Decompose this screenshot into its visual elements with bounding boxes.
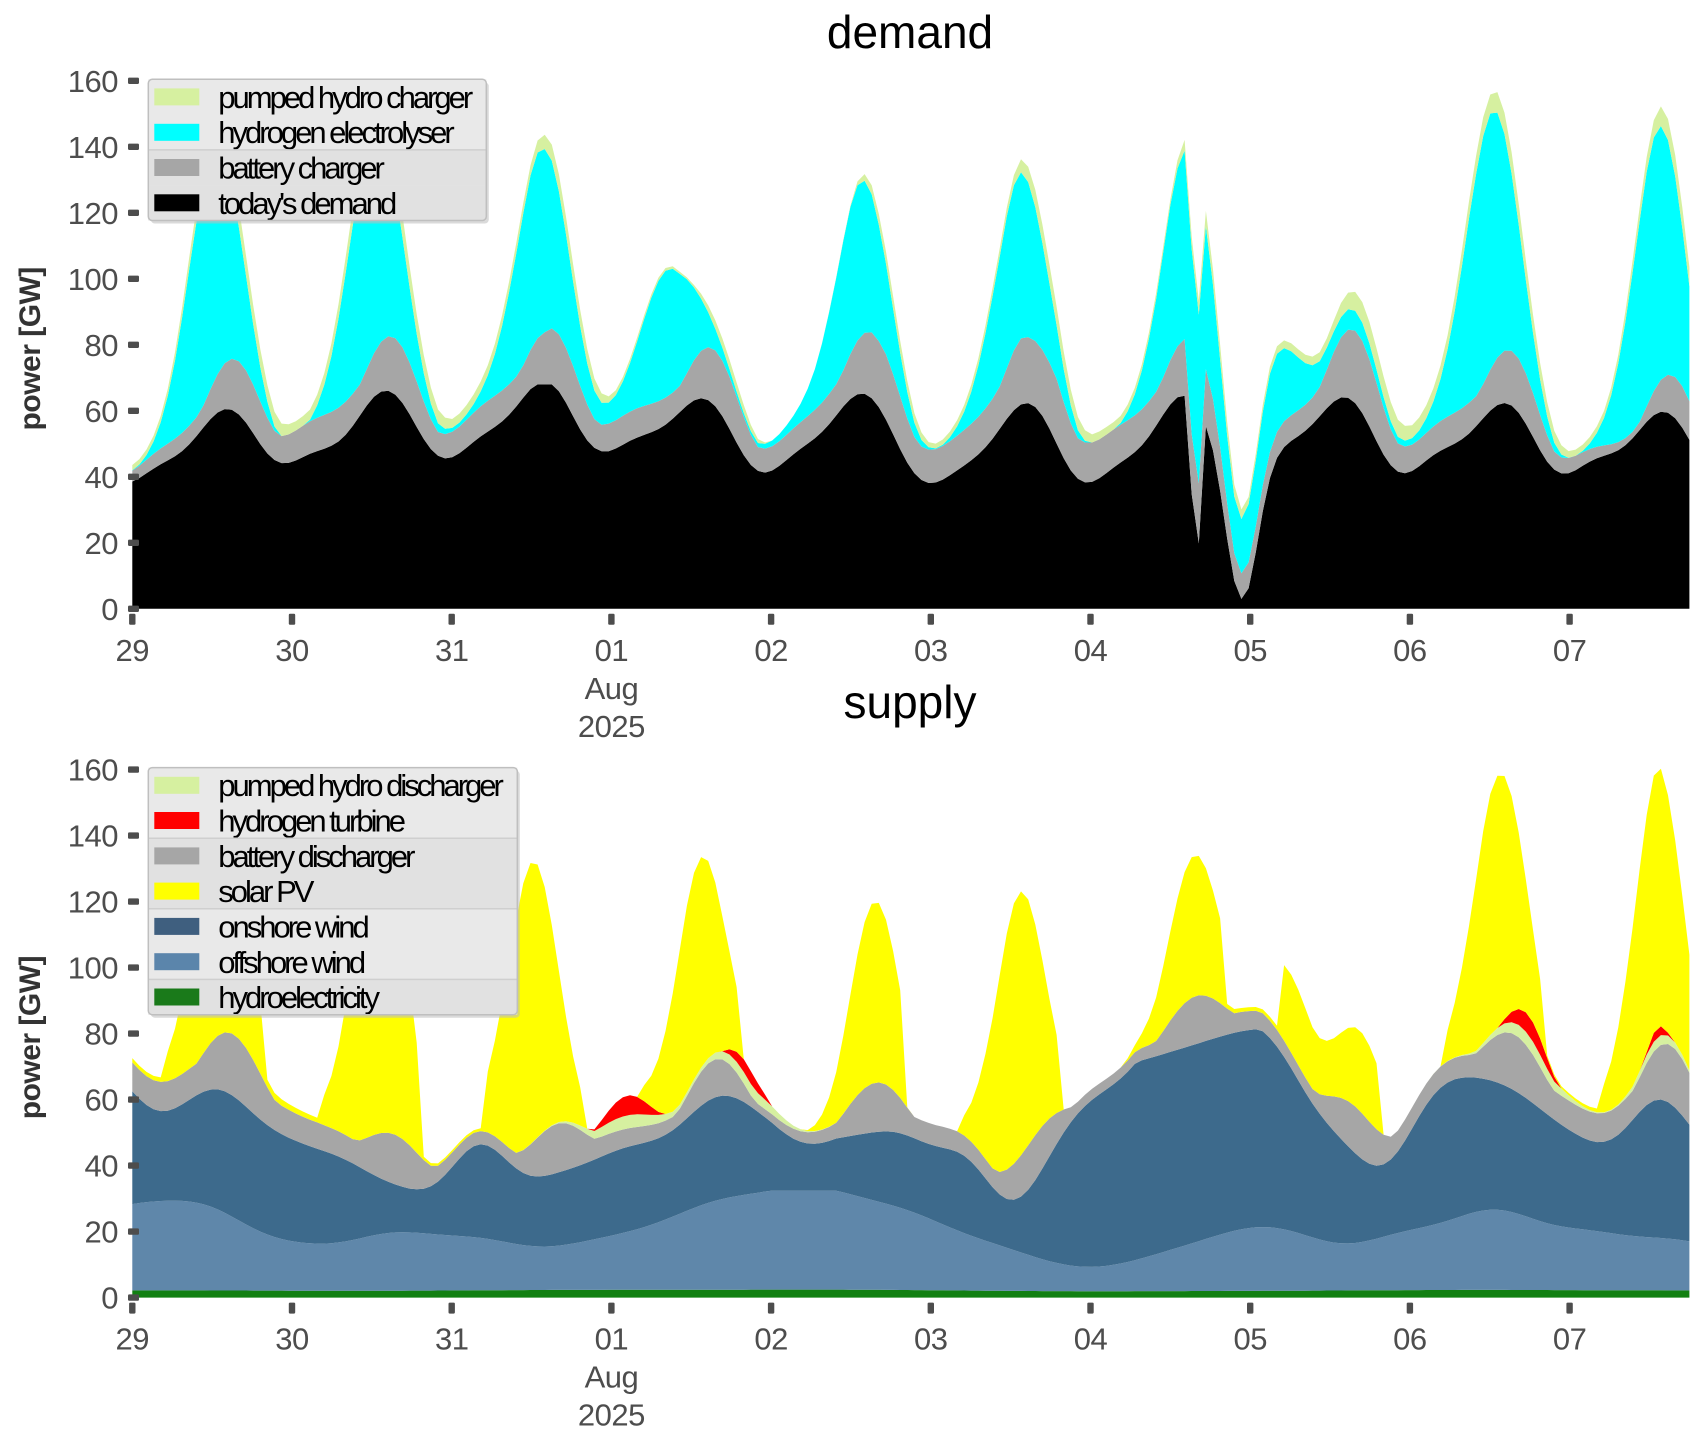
svg-text:40: 40 bbox=[85, 1149, 119, 1184]
svg-text:power [GW]: power [GW] bbox=[14, 956, 47, 1119]
svg-text:30: 30 bbox=[275, 1322, 309, 1357]
svg-text:120: 120 bbox=[68, 885, 118, 920]
svg-text:power [GW]: power [GW] bbox=[14, 267, 47, 430]
svg-text:demand: demand bbox=[827, 6, 993, 58]
svg-text:07: 07 bbox=[1553, 633, 1586, 668]
svg-text:06: 06 bbox=[1393, 633, 1426, 668]
svg-text:2025: 2025 bbox=[578, 1398, 645, 1431]
svg-text:20: 20 bbox=[85, 526, 119, 561]
svg-text:100: 100 bbox=[68, 951, 118, 986]
svg-text:battery charger: battery charger bbox=[218, 151, 384, 186]
svg-text:0: 0 bbox=[101, 592, 118, 627]
svg-text:02: 02 bbox=[754, 633, 787, 668]
svg-text:03: 03 bbox=[914, 633, 947, 668]
svg-text:03: 03 bbox=[914, 1322, 947, 1357]
svg-text:80: 80 bbox=[85, 1017, 119, 1052]
svg-text:29: 29 bbox=[116, 633, 149, 668]
svg-text:battery discharger: battery discharger bbox=[218, 839, 415, 874]
svg-text:29: 29 bbox=[116, 1322, 149, 1357]
svg-text:31: 31 bbox=[435, 633, 468, 668]
svg-text:100: 100 bbox=[68, 262, 118, 297]
svg-text:onshore wind: onshore wind bbox=[218, 909, 368, 944]
svg-text:60: 60 bbox=[85, 394, 119, 429]
svg-text:05: 05 bbox=[1233, 1322, 1266, 1357]
svg-text:today's demand: today's demand bbox=[218, 186, 396, 221]
svg-text:02: 02 bbox=[754, 1322, 787, 1357]
svg-text:140: 140 bbox=[68, 819, 118, 854]
svg-text:01: 01 bbox=[595, 1322, 628, 1357]
svg-text:05: 05 bbox=[1233, 633, 1266, 668]
svg-text:04: 04 bbox=[1074, 1322, 1108, 1357]
svg-text:160: 160 bbox=[68, 64, 118, 99]
svg-text:07: 07 bbox=[1553, 1322, 1586, 1357]
svg-text:30: 30 bbox=[275, 633, 309, 668]
svg-text:01: 01 bbox=[595, 633, 628, 668]
svg-text:80: 80 bbox=[85, 328, 119, 363]
svg-text:0: 0 bbox=[101, 1281, 118, 1316]
svg-text:pumped hydro charger: pumped hydro charger bbox=[218, 80, 473, 115]
svg-text:60: 60 bbox=[85, 1083, 119, 1118]
svg-text:Aug: Aug bbox=[585, 1360, 639, 1395]
svg-text:hydrogen turbine: hydrogen turbine bbox=[218, 804, 404, 839]
svg-text:20: 20 bbox=[85, 1215, 119, 1250]
svg-text:2025: 2025 bbox=[578, 709, 645, 744]
svg-text:solar PV: solar PV bbox=[218, 874, 314, 909]
svg-text:pumped hydro discharger: pumped hydro discharger bbox=[218, 768, 503, 803]
svg-text:140: 140 bbox=[68, 130, 118, 165]
svg-text:hydroelectricity: hydroelectricity bbox=[218, 980, 380, 1015]
svg-text:120: 120 bbox=[68, 196, 118, 231]
svg-text:hydrogen electrolyser: hydrogen electrolyser bbox=[218, 115, 454, 150]
svg-text:40: 40 bbox=[85, 460, 119, 495]
svg-text:160: 160 bbox=[68, 753, 118, 788]
svg-text:04: 04 bbox=[1074, 633, 1108, 668]
svg-text:supply: supply bbox=[844, 676, 977, 728]
svg-text:06: 06 bbox=[1393, 1322, 1426, 1357]
svg-text:offshore wind: offshore wind bbox=[218, 945, 365, 980]
svg-text:31: 31 bbox=[435, 1322, 468, 1357]
svg-text:Aug: Aug bbox=[585, 671, 639, 706]
